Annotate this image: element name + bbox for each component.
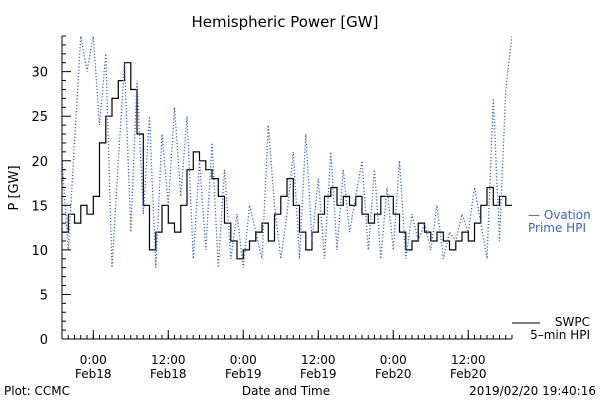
- series-line-swpc-hpi: [62, 62, 512, 260]
- series-line-ovation-prime-hpi: [62, 36, 512, 268]
- x-tick-time-label: 0:00: [230, 353, 257, 367]
- x-axis-label: Date and Time: [242, 384, 330, 398]
- x-tick-date-label: Feb19: [225, 367, 262, 381]
- chart-title: Hemispheric Power [GW]: [192, 13, 379, 31]
- x-tick-date-label: Feb18: [75, 367, 112, 381]
- x-tick-time-label: 12:00: [151, 353, 186, 367]
- legend-ovation-line2: Prime HPI: [528, 221, 586, 235]
- legend-ovation-line1: — Ovation: [528, 208, 591, 222]
- axes: 0510152025300:00Feb1812:00Feb180:00Feb19…: [31, 35, 591, 381]
- y-tick-label: 5: [40, 288, 48, 303]
- x-tick-date-label: Feb18: [150, 367, 187, 381]
- x-tick-date-label: Feb20: [450, 367, 487, 381]
- x-tick-time-label: 12:00: [301, 353, 336, 367]
- x-tick-date-label: Feb20: [375, 367, 412, 381]
- y-tick-label: 10: [31, 244, 48, 259]
- legend-swpc-line2: 5–min HPI: [530, 328, 590, 342]
- y-tick-label: 25: [31, 110, 48, 125]
- legend-swpc-line1: SWPC: [555, 315, 590, 329]
- x-tick-date-label: Feb19: [300, 367, 337, 381]
- plot-credit: Plot: CCMC: [4, 384, 70, 398]
- plot-area: [62, 36, 512, 268]
- y-axis-label: P [GW]: [7, 165, 22, 210]
- x-tick-time-label: 12:00: [451, 353, 486, 367]
- x-tick-time-label: 0:00: [80, 353, 107, 367]
- y-tick-label: 20: [31, 155, 48, 170]
- y-tick-label: 15: [31, 199, 48, 214]
- y-tick-label: 30: [31, 66, 48, 81]
- y-tick-label: 0: [40, 333, 48, 348]
- x-tick-time-label: 0:00: [380, 353, 407, 367]
- plot-timestamp: 2019/02/20 19:40:16: [469, 384, 596, 398]
